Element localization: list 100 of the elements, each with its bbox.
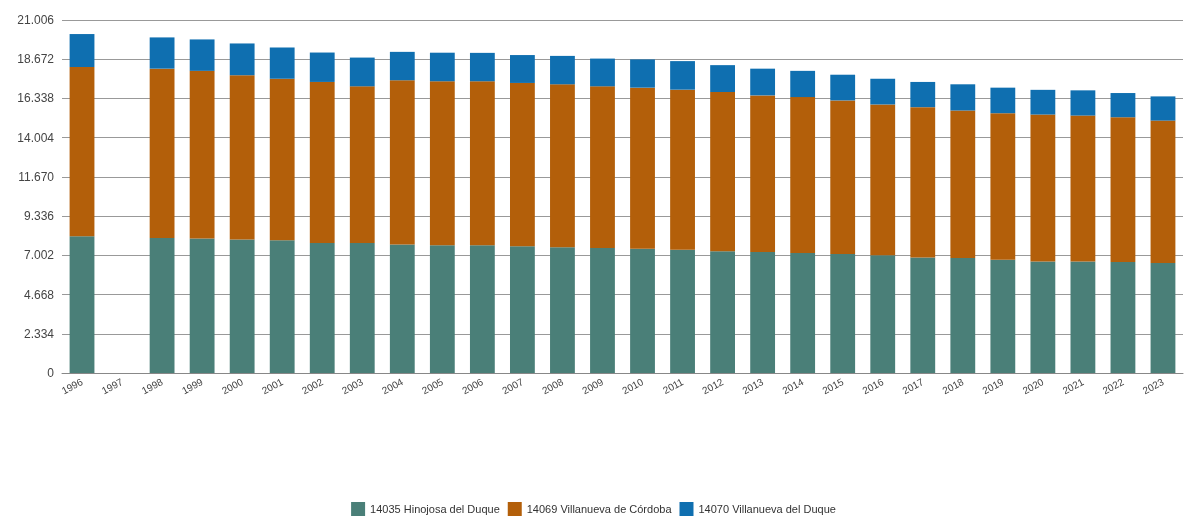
bar [189, 238, 215, 373]
bar [469, 52, 495, 82]
bar [269, 240, 295, 373]
bar [950, 84, 976, 111]
bar [309, 81, 335, 243]
bar [870, 104, 896, 256]
bar [1070, 115, 1096, 262]
bar [1150, 263, 1176, 373]
bar [590, 247, 615, 373]
bar [389, 51, 415, 81]
bar [750, 252, 776, 373]
bar [630, 59, 655, 88]
legend-label: 14070 Villanueva del Duque [698, 503, 836, 515]
y-tick-label: 9.336 [23, 209, 55, 224]
bar [429, 81, 455, 246]
x-tick-label: 2011 [661, 375, 686, 396]
x-tick-label: 2009 [580, 375, 606, 397]
x-tick-label: 2010 [620, 375, 646, 397]
y-tick-label: 7.002 [23, 248, 55, 263]
bar [790, 253, 816, 373]
x-tick-label: 2004 [380, 375, 406, 397]
bar [990, 259, 1016, 373]
x-tick-label: 2015 [820, 375, 846, 397]
x-tick-label: 2005 [420, 375, 446, 397]
bar [189, 70, 215, 239]
bar [1030, 114, 1056, 262]
bar [510, 246, 535, 373]
y-tick-label: 21.006 [17, 13, 55, 27]
bar [950, 258, 976, 373]
x-tick-label: 1999 [179, 375, 206, 397]
bar [790, 70, 816, 98]
y-tick-label: 14.004 [17, 130, 55, 145]
bar [830, 254, 856, 373]
x-tick-label: 2008 [540, 375, 566, 397]
x-tick-label: 2002 [300, 375, 326, 397]
x-tick-label: 2016 [860, 375, 886, 397]
x-tick-label: 2022 [1100, 375, 1126, 397]
bar [389, 80, 415, 245]
bar [189, 39, 215, 71]
bar [1070, 90, 1096, 116]
bar [710, 251, 735, 373]
bar [269, 78, 295, 241]
x-tick-label: 2018 [940, 375, 966, 397]
bar [630, 248, 655, 373]
x-tick-label: 1996 [59, 375, 85, 397]
bar [550, 84, 575, 248]
bar [149, 68, 175, 238]
bar [510, 55, 535, 83]
legend-label: 14035 Hinojosa del Duque [370, 503, 500, 515]
x-tick-label: 2012 [700, 375, 726, 397]
x-tick-label: 2013 [740, 375, 766, 397]
bar [1150, 120, 1176, 264]
bar [1110, 117, 1136, 263]
x-tick-label: 2021 [1060, 375, 1086, 397]
bar [670, 89, 695, 250]
bar [1110, 93, 1136, 118]
bar [149, 237, 175, 373]
x-tick-label: 2000 [219, 375, 246, 397]
bar [1030, 89, 1056, 115]
bar [309, 52, 335, 82]
bar [830, 100, 856, 255]
bar [710, 92, 735, 252]
bar [269, 47, 295, 79]
x-tick-label: 2006 [460, 375, 486, 397]
bar [590, 58, 615, 87]
bar [710, 65, 735, 93]
y-tick-label: 2.334 [23, 326, 55, 341]
bar [990, 87, 1016, 114]
x-tick-label: 2007 [500, 375, 526, 397]
bar [830, 74, 856, 101]
bar [389, 244, 415, 373]
bar [550, 55, 575, 85]
bar [469, 245, 495, 373]
bar [910, 107, 936, 258]
bar [910, 257, 936, 373]
bar [750, 95, 776, 253]
x-tick-label: 2017 [900, 375, 926, 397]
bar [590, 86, 615, 248]
bar [429, 245, 455, 373]
bar [149, 37, 175, 69]
bar [1070, 261, 1096, 373]
bar [990, 113, 1016, 260]
bar [950, 110, 976, 259]
x-tick-label: 2014 [780, 375, 806, 397]
bar [349, 242, 375, 373]
bar [790, 97, 816, 254]
bar [349, 86, 375, 243]
bar [349, 57, 375, 87]
bar [229, 75, 255, 240]
x-tick-label: 2020 [1020, 375, 1046, 397]
bar [870, 78, 896, 105]
bar [229, 239, 255, 373]
bar [670, 61, 695, 90]
bar [510, 82, 535, 247]
bar [1150, 96, 1176, 121]
x-tick-label: 2019 [980, 375, 1006, 397]
x-tick-label: 2023 [1140, 375, 1166, 397]
bar [309, 242, 335, 373]
bar [69, 34, 95, 67]
bar [469, 81, 495, 246]
